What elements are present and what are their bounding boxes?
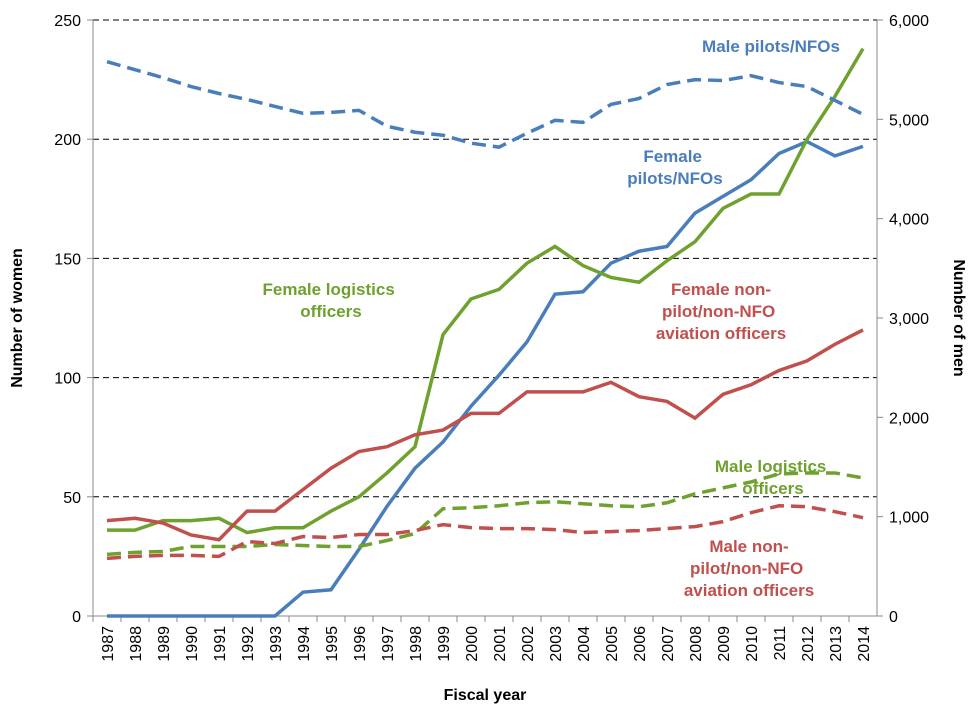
series-line	[106, 60, 864, 149]
x-tick-label: 2005	[604, 626, 621, 662]
x-tick-label: 1992	[240, 626, 257, 662]
x-tick-label: 2006	[632, 626, 649, 662]
x-tick-label: 1998	[408, 626, 425, 662]
series-label: Female non-pilot/non-NFO aviation office…	[656, 280, 786, 343]
y2-tick-label: 2,000	[889, 410, 929, 427]
x-tick-label: 2008	[688, 626, 705, 662]
y2-axis-title: Number of men	[950, 259, 967, 376]
y2-tick-label: 1,000	[889, 510, 929, 527]
series-label: Male logistics officers	[715, 457, 831, 498]
x-tick-label: 2002	[520, 626, 537, 662]
x-tick-label: 2011	[772, 626, 789, 661]
y2-tick-label: 0	[889, 609, 898, 626]
y-axis-title: Number of women	[9, 248, 26, 388]
x-axis-title: Fiscal year	[444, 687, 527, 704]
x-tick-label: 1994	[296, 626, 313, 662]
series-line	[106, 328, 864, 542]
x-tick-label: 1996	[352, 626, 369, 662]
x-tick-label: 2013	[828, 626, 845, 662]
y2-tick-label: 3,000	[889, 311, 929, 328]
series-label: Male pilots/NFOs	[702, 37, 840, 56]
x-tick-label: 2010	[744, 626, 761, 662]
series-label: Female pilots/NFOs	[627, 147, 722, 188]
series-line	[106, 471, 864, 557]
y-tick-label: 0	[72, 609, 81, 626]
x-tick-label: 2004	[576, 626, 593, 662]
x-tick-label: 1999	[436, 626, 453, 662]
x-tick-label: 1993	[268, 626, 285, 662]
x-tick-label: 2014	[856, 626, 873, 662]
x-tick-label: 2009	[716, 626, 733, 662]
x-tick-label: 2000	[464, 626, 481, 662]
y-tick-label: 200	[54, 132, 81, 149]
x-tick-label: 1995	[324, 626, 341, 662]
y2-tick-label: 5,000	[889, 112, 929, 129]
x-tick-label: 1997	[380, 626, 397, 662]
y2-tick-label: 6,000	[889, 13, 929, 30]
x-tick-label: 2001	[492, 626, 509, 662]
y-tick-label: 150	[54, 251, 81, 268]
x-tick-label: 1991	[212, 626, 229, 662]
series-line	[107, 139, 864, 618]
x-tick-label: 1990	[184, 626, 201, 662]
x-tick-label: 2012	[800, 626, 817, 662]
y2-tick-label: 4,000	[889, 212, 929, 229]
x-tick-label: 1988	[128, 626, 145, 662]
y-tick-label: 250	[54, 13, 81, 30]
series-line	[106, 503, 864, 561]
series-label: Female logistics officers	[263, 280, 400, 321]
x-tick-label: 1987	[100, 626, 117, 662]
series-label: Male non-pilot/non-NFO aviation officers	[684, 537, 814, 600]
x-tick-label: 2003	[548, 626, 565, 662]
x-tick-label: 1989	[156, 626, 173, 662]
y-tick-label: 100	[54, 371, 81, 388]
x-tick-label: 2007	[660, 626, 677, 662]
y-tick-label: 50	[63, 490, 81, 507]
